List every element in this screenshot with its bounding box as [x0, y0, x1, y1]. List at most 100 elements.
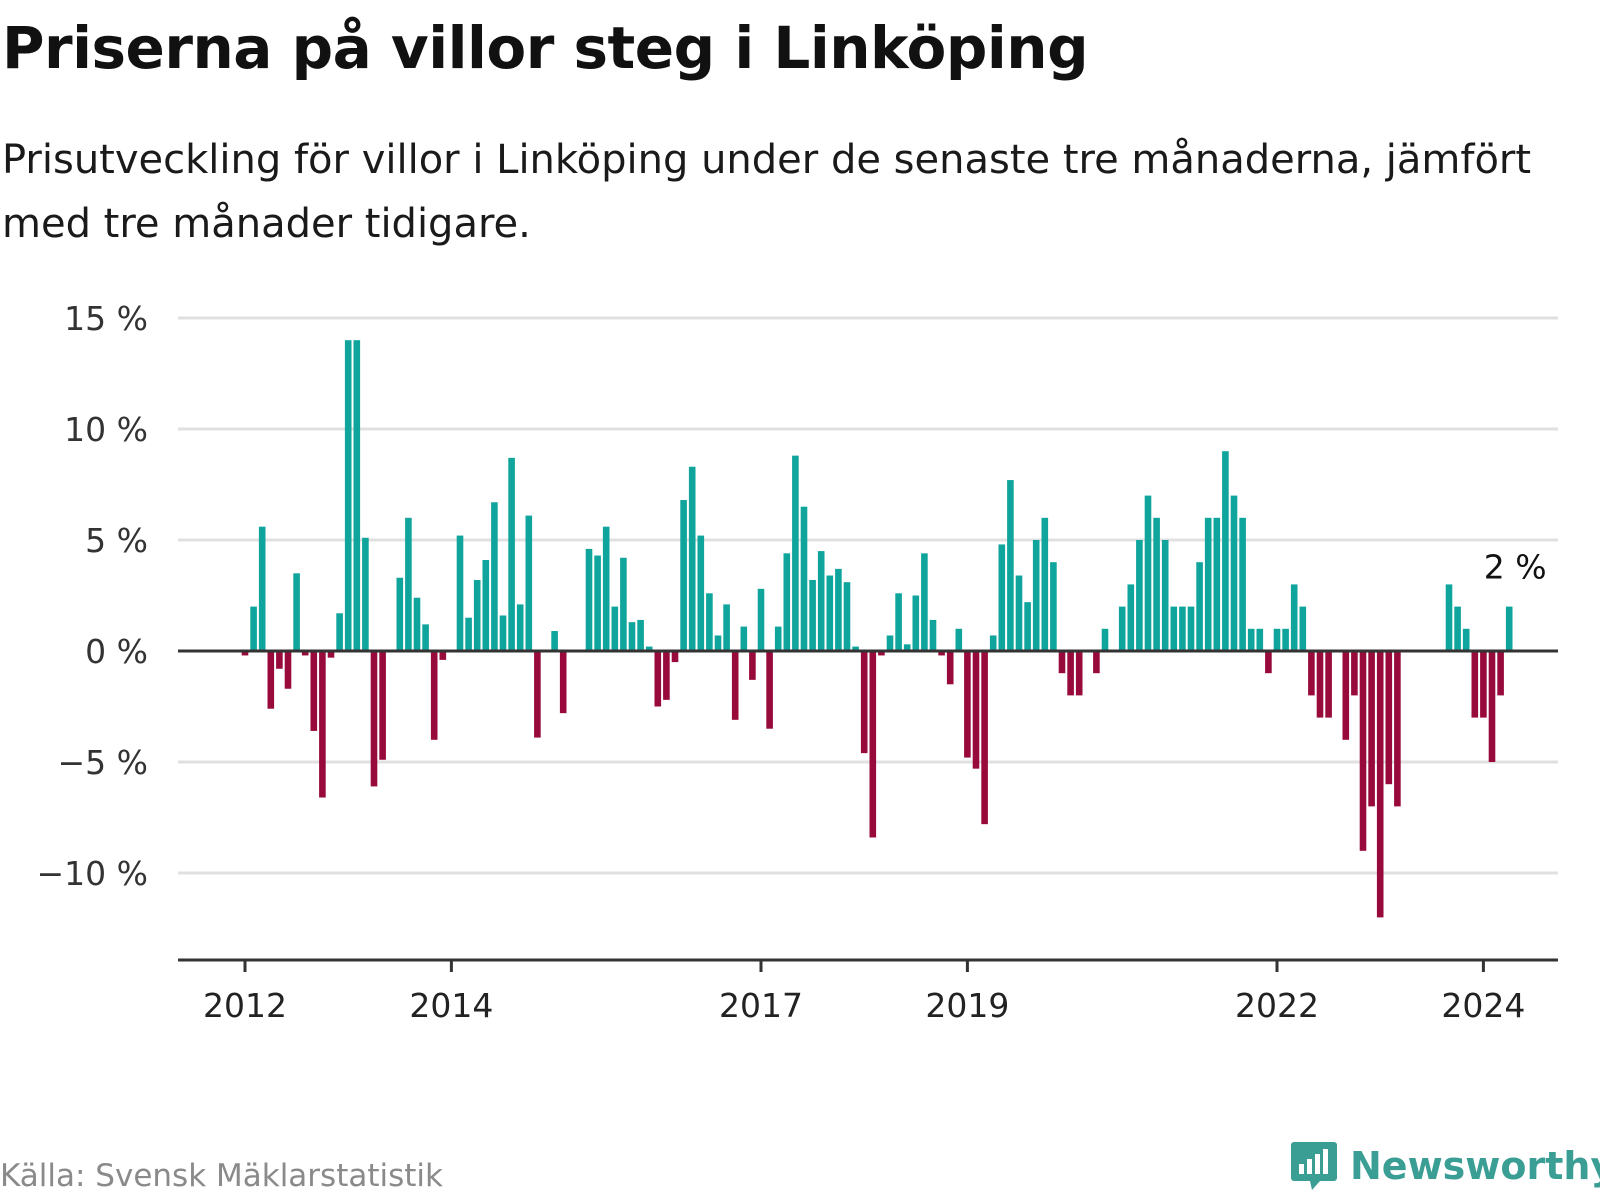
bar-negative [310, 651, 318, 731]
y-tick-label: 10 % [64, 410, 148, 449]
brand-name: Newsworthy [1350, 1144, 1600, 1188]
bar-positive [1454, 606, 1461, 651]
bar-negative [1368, 651, 1375, 807]
bar-positive [1196, 562, 1203, 651]
bar-positive [1153, 517, 1160, 651]
bar-negative [964, 651, 971, 758]
bar-negative [1308, 651, 1315, 696]
bar-negative [946, 651, 954, 685]
bar-positive [1213, 517, 1221, 651]
bar-positive [250, 606, 257, 651]
bar-positive [800, 506, 808, 651]
bar-positive [1239, 517, 1246, 651]
bar-negative [878, 651, 885, 656]
bar-positive [1179, 606, 1186, 651]
newsworthy-logo-icon [1291, 1142, 1337, 1190]
bar-negative [1058, 651, 1066, 674]
bar-negative [379, 651, 386, 760]
bar-positive [826, 575, 834, 651]
bar-negative [1471, 651, 1479, 718]
bar-positive [1187, 606, 1195, 651]
bar-positive [473, 579, 481, 651]
bar-positive [1204, 517, 1212, 651]
bar-negative [1325, 651, 1332, 718]
bar-positive [508, 457, 515, 651]
bar-positive [1144, 495, 1152, 651]
bar-positive [886, 635, 894, 651]
bar-negative [319, 651, 326, 798]
y-tick-label: −5 % [58, 743, 149, 782]
y-tick-label: 15 % [64, 299, 148, 338]
bar-negative [981, 651, 988, 825]
bar-negative [1359, 651, 1367, 851]
y-tick-label: −10 % [37, 854, 149, 893]
bar-positive [1462, 628, 1470, 651]
bar-positive [1282, 628, 1289, 651]
bar-positive [817, 551, 825, 651]
bar-positive [680, 500, 687, 651]
bar-positive [585, 548, 593, 651]
bar-positive [465, 617, 472, 651]
bar-positive [525, 515, 533, 651]
bar-negative [654, 651, 662, 707]
bar-negative [559, 651, 567, 714]
bar-negative [1376, 651, 1384, 918]
bar-negative [972, 651, 980, 769]
bar-negative [1394, 651, 1401, 807]
bar-positive [353, 340, 361, 651]
last-value-label: 2 % [1484, 548, 1547, 587]
bar-positive [611, 606, 619, 651]
bar-negative [1067, 651, 1074, 696]
bar-negative [1093, 651, 1100, 674]
bar-positive [895, 593, 902, 651]
bar-positive [1273, 628, 1281, 651]
bar-positive [852, 646, 859, 651]
bar-positive [1118, 606, 1126, 651]
bar-positive [628, 622, 636, 651]
bar-negative [370, 651, 378, 787]
source-note: Källa: Svensk Mäklarstatistik [0, 1158, 443, 1194]
bar-positive [903, 644, 911, 651]
bar-positive [1041, 517, 1049, 651]
bar-positive [1256, 628, 1264, 651]
bar-negative [301, 651, 309, 656]
bar-positive [620, 557, 627, 651]
bar-positive [637, 619, 644, 651]
bar-positive [396, 577, 404, 651]
bar-positive [1445, 584, 1453, 651]
bar-negative [938, 651, 945, 656]
bar-positive [1230, 495, 1238, 651]
bar-positive [482, 559, 490, 651]
y-tick-label: 5 % [85, 521, 148, 560]
bar-negative [860, 651, 868, 754]
bar-positive [835, 568, 842, 651]
bar-positive [491, 502, 498, 651]
bar-positive [688, 466, 696, 651]
bar-positive [1127, 584, 1135, 651]
bar-positive [1505, 606, 1513, 651]
bar-positive [645, 646, 653, 651]
bar-positive [1007, 480, 1014, 651]
bar-negative [276, 651, 283, 669]
bar-positive [405, 517, 412, 651]
bar-negative [439, 651, 447, 660]
bar-positive [714, 635, 722, 651]
bar-positive [998, 544, 1006, 651]
bar-positive [912, 595, 920, 651]
x-tick-label: 2014 [409, 986, 493, 1025]
bar-positive [843, 582, 851, 651]
bar-positive [293, 573, 300, 651]
bar-negative [731, 651, 739, 720]
bar-negative [1488, 651, 1496, 762]
bar-positive [602, 526, 610, 651]
bar-positive [413, 597, 421, 651]
bar-positive [697, 535, 705, 651]
brand-logo[interactable]: Newsworthy [1290, 1140, 1600, 1192]
bar-positive [809, 579, 816, 651]
bar-negative [749, 651, 756, 680]
x-tick-label: 2022 [1235, 986, 1319, 1025]
bar-positive [1170, 606, 1178, 651]
bar-negative [1342, 651, 1350, 740]
chart-subtitle: Prisutveckling för villor i Linköping un… [2, 137, 1532, 247]
bar-negative [1351, 651, 1358, 696]
